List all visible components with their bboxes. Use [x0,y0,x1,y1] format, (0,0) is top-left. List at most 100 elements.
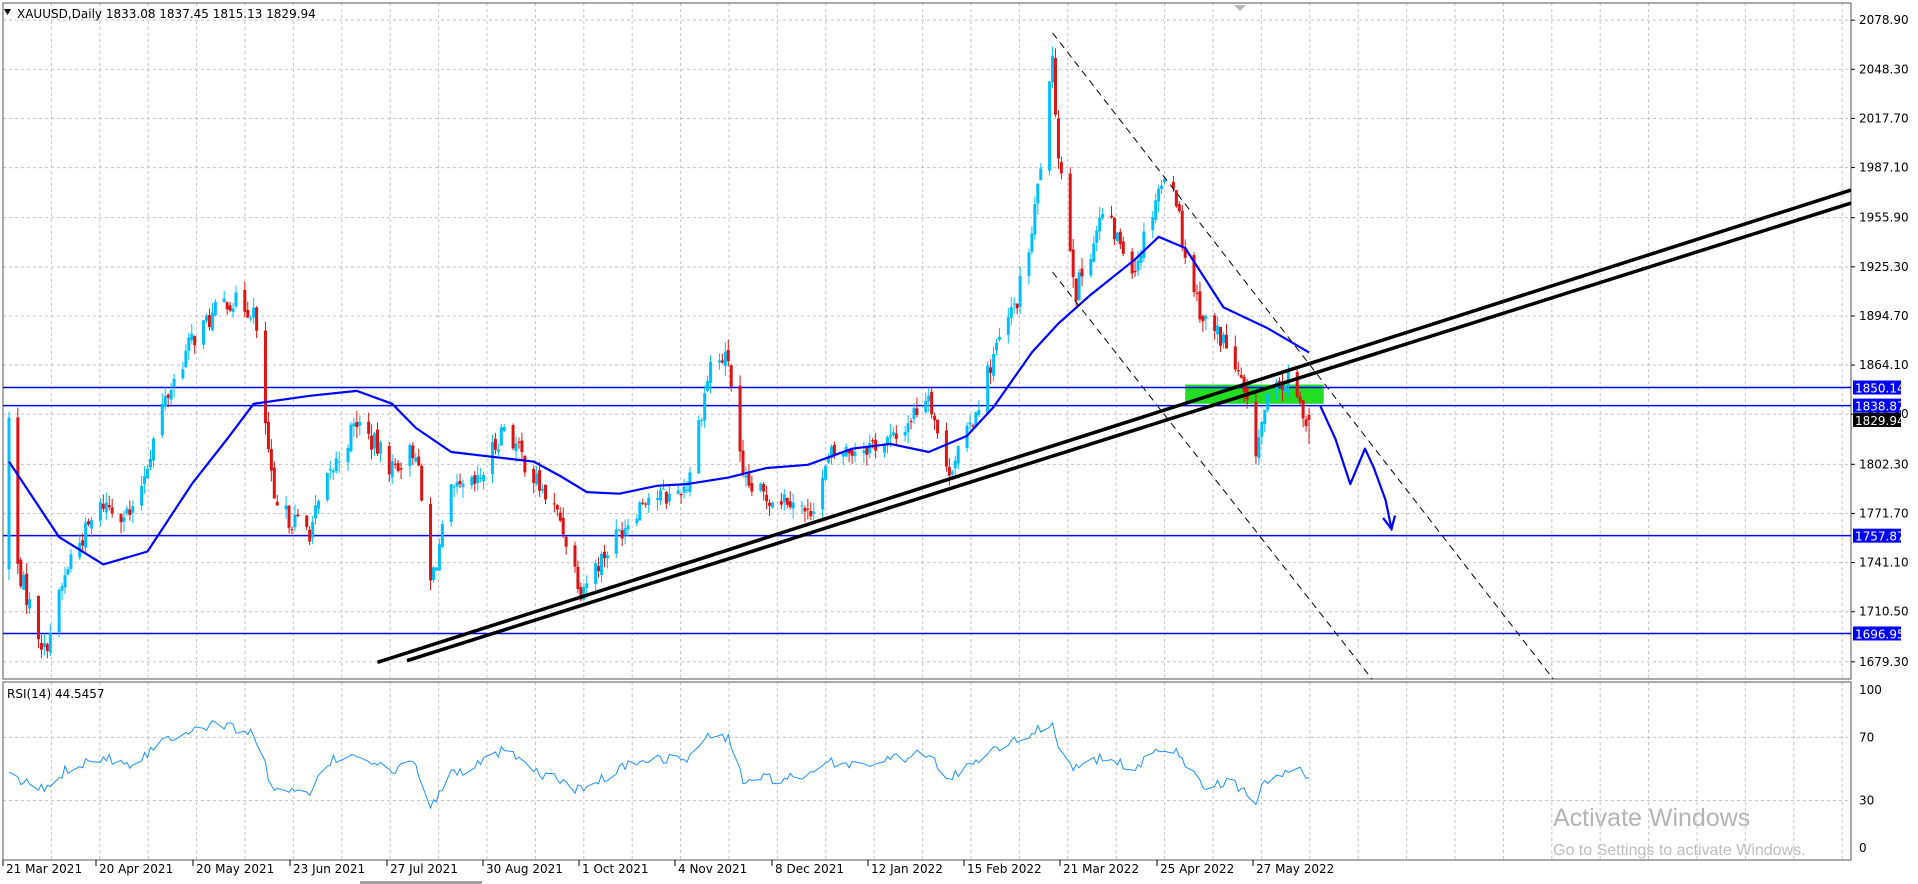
candle-body [741,450,745,475]
candle-body [225,302,229,310]
candle-body [1154,200,1158,220]
rsi-axis: 100 70 30 0 [1859,683,1882,855]
level-price-tag: 1838.87 [1855,400,1905,414]
candle-body [827,457,831,463]
candle-body [912,408,916,420]
price-axis-label: 1925.30 [1859,260,1909,274]
time-scroll-handle[interactable] [360,881,482,884]
candle-body [992,353,996,376]
trendline[interactable] [376,188,1852,664]
candle-body [909,421,913,423]
rsi-axis-label: 70 [1859,730,1874,744]
candle-body [1263,409,1267,424]
price-axis-label: 1955.90 [1859,211,1909,225]
candle-body [717,360,721,363]
candle-body [57,590,61,633]
candle-body [337,461,341,463]
candle-body [90,519,94,529]
candle-body [296,514,300,516]
candle-body [399,468,403,470]
chart-shift-marker-icon[interactable] [1234,5,1246,11]
candle-body [617,529,621,531]
candle-body [1071,249,1075,278]
candle-body [1048,81,1052,171]
candle-body [685,489,689,491]
candle-body [594,563,598,584]
price-axis: 2078.90 2048.30 2017.70 1987.10 1955.90 1925.… [1851,13,1909,669]
candle-body [995,342,999,351]
candle-body [865,446,869,455]
candle-body [600,553,604,576]
candle-body [473,475,477,484]
candle-body [48,632,52,653]
candle-body [765,494,769,502]
candle-body [243,290,247,312]
candles [7,46,1311,659]
candle-body [1033,204,1037,235]
candle-body [894,433,898,439]
projection-layer[interactable] [1319,405,1397,532]
candle-body [561,517,565,535]
candle-body [1006,317,1010,335]
candle-body [947,466,951,476]
candle-body [555,504,559,510]
candle-body [564,536,568,547]
level-price-tag-bg [1853,380,1901,395]
support-zone-layer [1185,384,1324,404]
candle-body [449,484,453,522]
candle-body [927,395,931,402]
candle-body [255,307,259,331]
candle-body [143,476,147,484]
candle-body [1222,334,1226,344]
candle-body [370,435,374,450]
price-tags: 1850.14 1838.87 1757.87 1696.95 1829.94 [1853,380,1905,641]
candle-body [373,433,377,449]
trendlines[interactable] [376,32,1852,680]
candle-body [788,501,792,508]
candle-body [1112,218,1116,240]
trendline[interactable] [406,201,1852,663]
candle-body [440,524,444,548]
candle-body [597,565,601,572]
candle-body [184,350,188,368]
candle-body [644,503,648,505]
candle-body [437,544,441,571]
price-axis-label: 1679.30 [1859,655,1909,669]
candle-body [1036,183,1040,204]
candle-body [1171,181,1175,189]
candle-body [1027,252,1031,276]
candle-body [408,445,412,467]
candle-body [1283,385,1287,392]
candle-body [1301,400,1305,419]
candle-body [1180,210,1184,246]
channel-line[interactable] [1052,32,1554,680]
candle-body [349,424,353,452]
price-pane-frame [2,2,1852,680]
candle-body [1089,259,1093,276]
candle-body [850,449,854,456]
projection-path[interactable] [1319,405,1393,531]
candle-body [493,438,497,450]
candle-body [107,505,111,508]
chart-title: XAUUSD,Daily 1833.08 1837.45 1815.13 182… [17,7,316,21]
rsi-layer [8,720,1310,810]
candle-body [331,470,335,473]
candle-body [325,472,329,500]
collapse-arrow-icon[interactable] [4,9,11,15]
time-axis-label: 15 Feb 2022 [967,862,1042,876]
candle-body [193,336,197,346]
candle-body [744,475,748,478]
candle-body [747,472,751,486]
grid [2,3,1851,860]
candle-body [602,551,606,559]
support-zone[interactable] [1185,384,1324,404]
candle-body [125,508,129,514]
time-axis-label: 20 May 2021 [196,862,274,876]
candle-body [314,505,318,519]
candle-body [22,575,26,590]
candle-body [1030,233,1034,252]
candle-body [60,586,64,591]
candle-body [679,493,683,496]
channel-line[interactable] [1052,271,1373,680]
